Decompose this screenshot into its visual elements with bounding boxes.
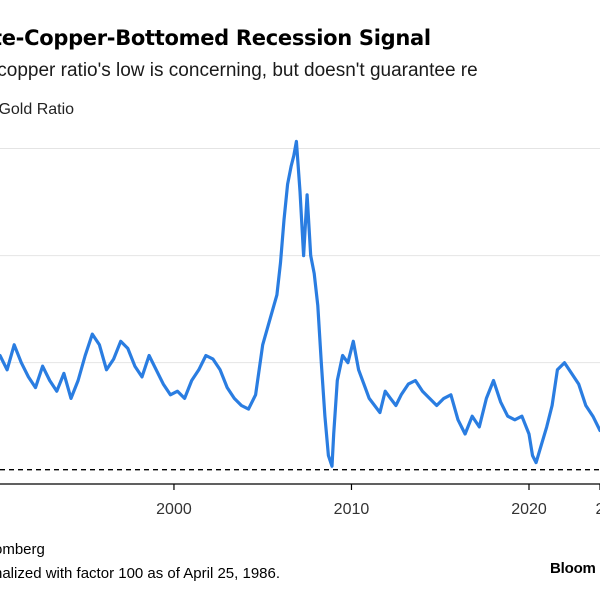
chart-title: te-Copper-Bottomed Recession Signal xyxy=(0,26,431,50)
footnote: nalized with factor 100 as of April 25, … xyxy=(0,565,281,582)
y-axis-label: /Gold Ratio xyxy=(0,101,75,118)
series-group xyxy=(0,139,600,468)
brand-logo: Bloom xyxy=(550,560,596,577)
series-line xyxy=(0,139,600,468)
x-tick-label: 2010 xyxy=(334,501,370,518)
chart-subtitle: /copper ratio's low is concerning, but d… xyxy=(0,60,478,81)
x-axis: 2000 2010 2020 2 xyxy=(0,483,600,518)
x-tick-label: 2 xyxy=(596,501,600,518)
x-tick-label: 2000 xyxy=(156,501,192,518)
source-note: omberg xyxy=(0,541,45,558)
gridlines xyxy=(0,148,600,364)
x-tick-label: 2020 xyxy=(511,501,547,518)
